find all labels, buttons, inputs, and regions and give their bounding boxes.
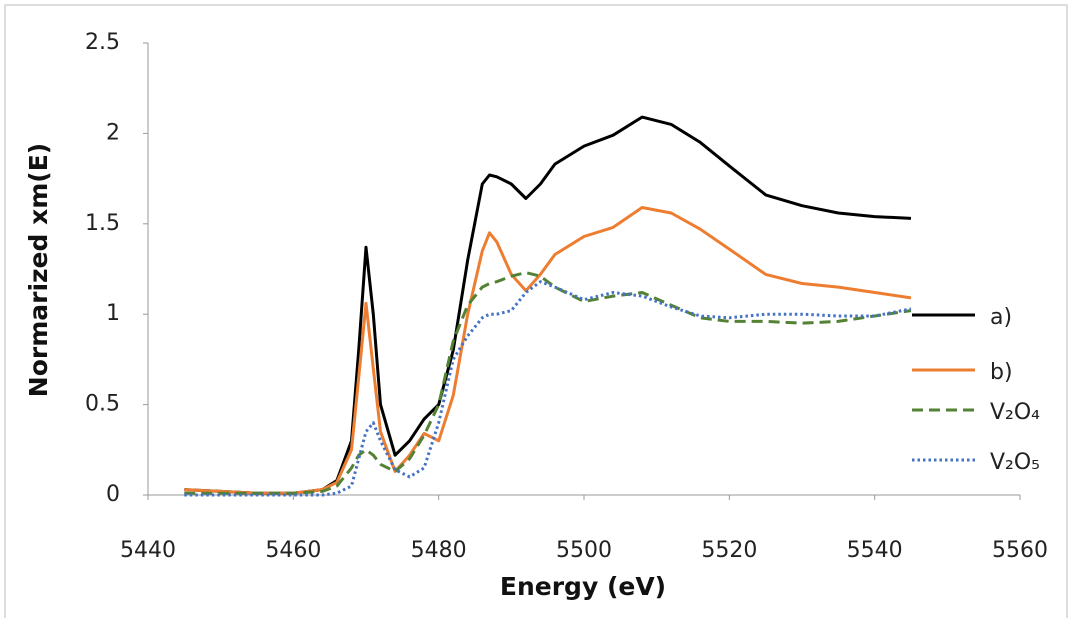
legend-label: b) xyxy=(990,360,1013,385)
series-line xyxy=(184,115,912,495)
series-line xyxy=(184,280,912,497)
y-tick-label: 1 xyxy=(106,301,120,326)
y-tick-label: 0.5 xyxy=(85,392,120,417)
x-tick-label: 5460 xyxy=(265,538,321,563)
x-tick-label: 5440 xyxy=(120,538,176,563)
x-axis-title: Energy (eV) xyxy=(500,572,666,601)
x-tick-label: 5500 xyxy=(556,538,612,563)
y-tick-label: 0 xyxy=(106,482,120,507)
y-tick-label: 2.5 xyxy=(85,30,120,55)
series-line xyxy=(184,271,912,495)
legend-label: V₂O₅ xyxy=(990,450,1040,475)
x-tick-label: 5520 xyxy=(701,538,757,563)
y-axis-title: Normarized xm(E) xyxy=(24,143,53,397)
x-tick-label: 5480 xyxy=(411,538,467,563)
legend-label: V₂O₄ xyxy=(990,400,1040,425)
y-tick-label: 2 xyxy=(106,120,120,145)
legend-label: a) xyxy=(990,305,1012,330)
x-tick-label: 5560 xyxy=(992,538,1048,563)
series-line xyxy=(184,206,912,495)
chart-frame xyxy=(4,4,1068,618)
y-tick-label: 1.5 xyxy=(85,211,120,236)
x-tick-label: 5540 xyxy=(847,538,903,563)
